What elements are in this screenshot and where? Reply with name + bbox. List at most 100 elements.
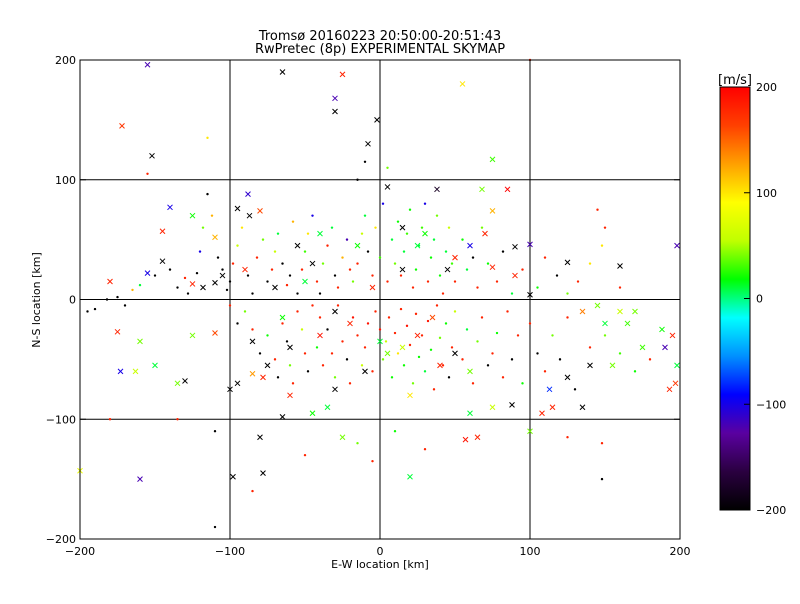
colorbar-tick-label: −200 <box>756 504 786 517</box>
dot-point <box>461 358 464 361</box>
colorbar-ticks: 200 100 0 −100 −200 <box>744 81 786 517</box>
cross-point <box>482 230 488 237</box>
cross-point <box>546 386 553 393</box>
cross-point <box>527 291 533 298</box>
cross-point <box>429 314 436 321</box>
cross-point <box>114 328 121 335</box>
dot-point <box>480 316 484 319</box>
cross-point <box>309 260 316 267</box>
cross-point <box>462 436 469 443</box>
dot-point <box>426 319 430 323</box>
dot-point <box>116 295 119 299</box>
dot-point <box>471 382 475 385</box>
cross-point <box>362 368 368 375</box>
colorbar-label: [m/s] <box>718 73 752 88</box>
dot-point <box>471 256 475 259</box>
dot-point <box>444 250 448 253</box>
cross-point <box>602 320 608 327</box>
dot-point <box>600 244 604 247</box>
dot-point <box>420 334 424 337</box>
cross-point <box>260 470 266 476</box>
dot-point <box>206 136 209 140</box>
cross-point <box>107 278 113 285</box>
dot-point <box>633 370 637 373</box>
cross-point <box>117 368 124 375</box>
cross-point <box>339 71 346 78</box>
dot-point <box>588 346 592 349</box>
dot-point <box>146 172 149 175</box>
dot-point <box>618 352 622 355</box>
cross-point <box>119 123 125 129</box>
cross-point <box>219 272 226 279</box>
cross-point <box>189 332 196 339</box>
dot-point <box>390 238 394 241</box>
dot-point <box>566 316 569 319</box>
dot-point <box>351 316 355 319</box>
dot-point <box>231 262 235 265</box>
colorbar-tick-label: 100 <box>756 187 777 200</box>
dot-point <box>291 382 295 385</box>
colorbar-tick-label: 200 <box>756 81 777 94</box>
cross-point <box>159 258 166 265</box>
dot-point <box>228 304 232 307</box>
cross-point <box>332 308 338 315</box>
dot-point <box>138 283 142 287</box>
dot-point <box>588 262 592 265</box>
dot-point <box>216 256 220 259</box>
dot-point <box>543 370 547 373</box>
dot-point <box>356 178 359 181</box>
cross-point <box>354 242 361 249</box>
dot-point <box>236 244 239 247</box>
dot-point <box>576 280 580 283</box>
cross-point <box>527 428 533 435</box>
dot-point <box>521 268 524 271</box>
cross-point <box>407 473 413 480</box>
dot-point <box>303 250 307 253</box>
dot-point <box>414 312 418 316</box>
dot-point <box>408 208 412 211</box>
dot-point <box>618 286 622 289</box>
cross-point <box>467 368 473 375</box>
dot-point <box>447 226 451 229</box>
dot-point <box>201 226 205 229</box>
x-axis-label: E-W location [km] <box>331 558 429 571</box>
dot-point <box>476 286 479 289</box>
cross-point <box>332 95 338 102</box>
dot-point <box>321 262 325 265</box>
cross-point <box>489 156 496 163</box>
dot-point <box>566 292 569 295</box>
dot-point <box>396 352 400 355</box>
cross-point <box>617 308 623 315</box>
dot-point <box>596 208 599 211</box>
cross-point <box>407 392 413 399</box>
dot-point <box>384 340 388 343</box>
dot-point <box>521 382 524 385</box>
cross-point <box>594 302 601 309</box>
dot-point <box>486 364 490 367</box>
dot-point <box>573 388 577 391</box>
dot-point <box>255 256 259 259</box>
dot-point <box>288 274 292 277</box>
cross-point <box>294 242 301 249</box>
dot-point <box>131 288 134 292</box>
dot-point <box>333 274 337 277</box>
dot-point <box>285 283 289 287</box>
dot-point <box>210 214 214 217</box>
dot-point <box>273 358 277 361</box>
dot-point <box>543 256 547 259</box>
cross-point <box>302 278 308 285</box>
cross-point <box>174 380 181 387</box>
cross-point <box>459 81 466 87</box>
x-tick-label: −100 <box>215 545 245 558</box>
cross-point <box>132 368 139 375</box>
dot-point <box>348 382 352 385</box>
dot-point <box>429 348 433 351</box>
dot-point <box>108 418 112 421</box>
dot-point <box>281 322 284 325</box>
dot-point <box>93 307 97 311</box>
dot-point <box>356 442 359 445</box>
x-tick-label: 200 <box>670 545 691 558</box>
cross-point <box>339 434 346 441</box>
dot-point <box>420 226 424 229</box>
dot-point <box>240 226 244 229</box>
